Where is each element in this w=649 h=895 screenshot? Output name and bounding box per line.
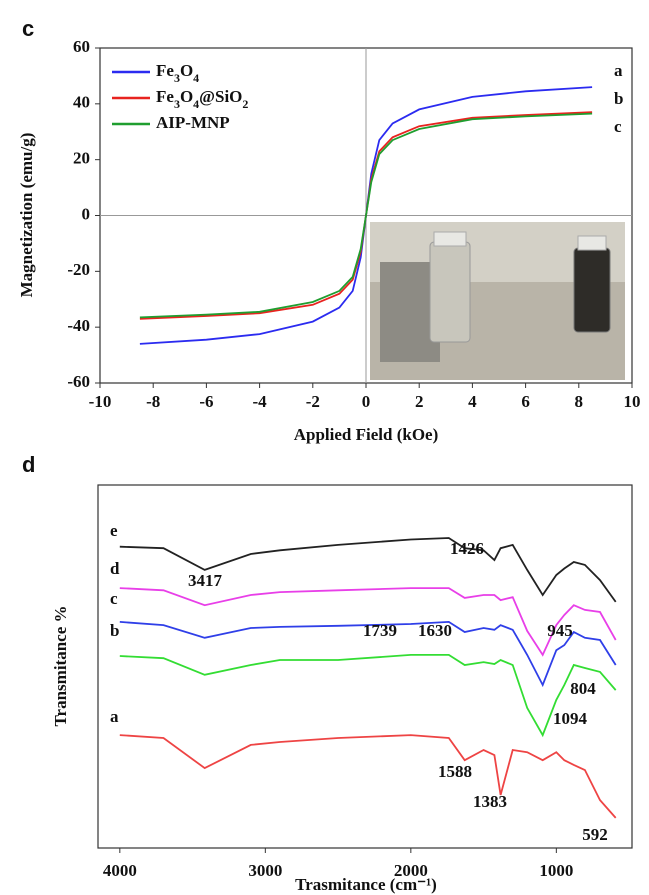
y-tick-label: 20	[73, 149, 90, 168]
y-axis-label: Magnetization (emu/g)	[17, 133, 36, 298]
x-tick-label: 10	[624, 392, 641, 411]
series-tag: b	[110, 621, 119, 640]
series-line	[119, 654, 617, 738]
x-tick-label: 1000	[539, 861, 573, 880]
x-tick-label: 4	[468, 392, 477, 411]
series-tag: b	[614, 89, 623, 108]
series-tag: a	[110, 707, 119, 726]
peak-label: 1426	[450, 539, 484, 558]
series-line	[119, 620, 617, 688]
peak-label: 1383	[473, 792, 507, 811]
x-axis-label: Trasmitance (cm⁻¹)	[295, 875, 437, 894]
x-tick-label: -2	[306, 392, 320, 411]
y-tick-label: 40	[73, 93, 90, 112]
peak-label: 3417	[188, 571, 223, 590]
peak-label: 1094	[553, 709, 588, 728]
x-tick-label: 6	[521, 392, 530, 411]
y-axis-label: Transmitance %	[51, 605, 70, 726]
x-tick-label: 2	[415, 392, 424, 411]
x-axis-label: Applied Field (kOe)	[294, 425, 439, 444]
series-line	[139, 112, 593, 319]
panel-label: c	[22, 16, 34, 41]
series-tag: c	[110, 589, 118, 608]
x-tick-label: -8	[146, 392, 160, 411]
peak-label: 804	[570, 679, 596, 698]
y-tick-label: 0	[82, 204, 91, 223]
y-tick-label: -40	[67, 316, 90, 335]
series-line	[119, 537, 617, 603]
peak-label: 945	[547, 621, 573, 640]
series-line	[119, 587, 617, 657]
series-tag: d	[110, 559, 120, 578]
legend-label: Fe3O4	[156, 61, 199, 85]
x-tick-label: 4000	[103, 861, 137, 880]
y-tick-label: -20	[67, 260, 90, 279]
peak-label: 1588	[438, 762, 472, 781]
plot-frame	[97, 484, 633, 849]
x-tick-label: 0	[362, 392, 371, 411]
series-line	[119, 734, 617, 819]
series-tag: a	[614, 61, 623, 80]
y-tick-label: 60	[73, 37, 90, 56]
series-tag: c	[614, 117, 622, 136]
x-tick-label: -4	[253, 392, 268, 411]
peak-label: 592	[582, 825, 608, 844]
peak-label: 1739	[363, 621, 397, 640]
series-tag: e	[110, 521, 118, 540]
legend-label: AIP-MNP	[156, 113, 230, 132]
legend-label: Fe3O4@SiO2	[156, 87, 248, 111]
inset-photo	[370, 222, 625, 380]
x-tick-label: 3000	[248, 861, 282, 880]
x-tick-label: 8	[575, 392, 584, 411]
x-tick-label: -10	[89, 392, 112, 411]
x-tick-label: -6	[199, 392, 213, 411]
peak-label: 1630	[418, 621, 452, 640]
y-tick-label: -60	[67, 372, 90, 391]
x-tick-label: 2000	[394, 861, 428, 880]
panel-label: d	[22, 452, 35, 477]
